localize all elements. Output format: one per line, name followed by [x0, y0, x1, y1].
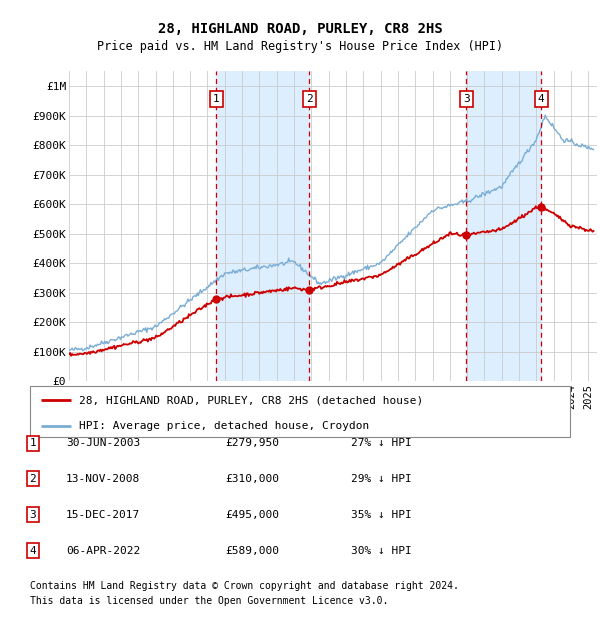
Bar [216, 71, 309, 381]
Text: £589,000: £589,000 [225, 546, 279, 556]
Text: 2: 2 [306, 94, 313, 104]
Text: £495,000: £495,000 [225, 510, 279, 520]
Text: 27% ↓ HPI: 27% ↓ HPI [351, 438, 412, 448]
Text: £279,950: £279,950 [225, 438, 279, 448]
FancyBboxPatch shape [30, 386, 570, 437]
Text: 3: 3 [29, 510, 37, 520]
Text: 4: 4 [538, 94, 544, 104]
Text: Contains HM Land Registry data © Crown copyright and database right 2024.: Contains HM Land Registry data © Crown c… [30, 581, 459, 591]
Text: HPI: Average price, detached house, Croydon: HPI: Average price, detached house, Croy… [79, 421, 369, 431]
Text: 1: 1 [29, 438, 37, 448]
Text: 06-APR-2022: 06-APR-2022 [66, 546, 140, 556]
Text: 35% ↓ HPI: 35% ↓ HPI [351, 510, 412, 520]
Text: 4: 4 [29, 546, 37, 556]
Text: 29% ↓ HPI: 29% ↓ HPI [351, 474, 412, 484]
Bar [466, 71, 541, 381]
Text: 28, HIGHLAND ROAD, PURLEY, CR8 2HS (detached house): 28, HIGHLAND ROAD, PURLEY, CR8 2HS (deta… [79, 396, 423, 405]
Text: This data is licensed under the Open Government Licence v3.0.: This data is licensed under the Open Gov… [30, 596, 388, 606]
Text: 15-DEC-2017: 15-DEC-2017 [66, 510, 140, 520]
Text: Price paid vs. HM Land Registry's House Price Index (HPI): Price paid vs. HM Land Registry's House … [97, 40, 503, 53]
Text: 28, HIGHLAND ROAD, PURLEY, CR8 2HS: 28, HIGHLAND ROAD, PURLEY, CR8 2HS [158, 22, 442, 36]
Text: 2: 2 [29, 474, 37, 484]
Text: 3: 3 [463, 94, 470, 104]
Text: 30-JUN-2003: 30-JUN-2003 [66, 438, 140, 448]
Text: 1: 1 [213, 94, 220, 104]
Text: 30% ↓ HPI: 30% ↓ HPI [351, 546, 412, 556]
Text: £310,000: £310,000 [225, 474, 279, 484]
Text: 13-NOV-2008: 13-NOV-2008 [66, 474, 140, 484]
